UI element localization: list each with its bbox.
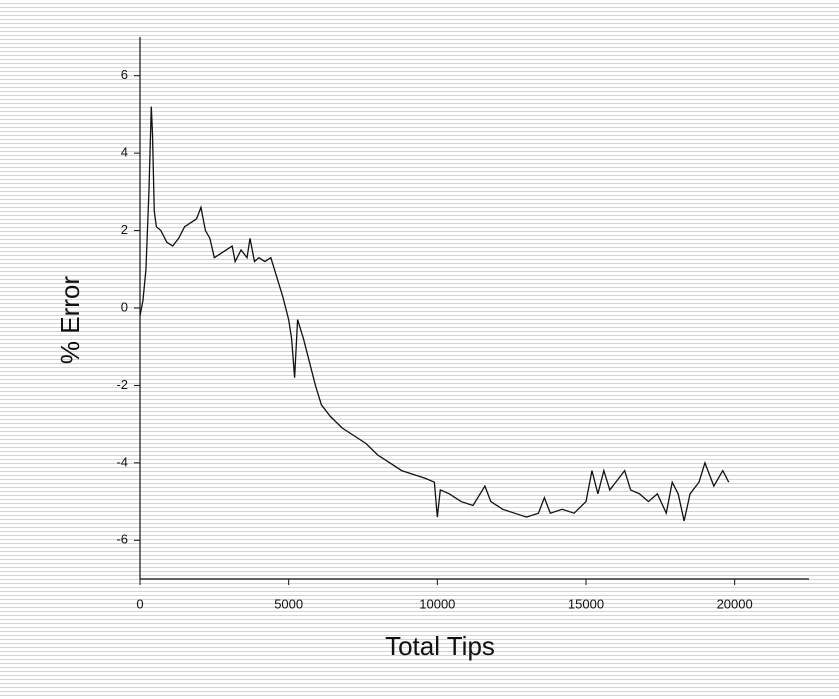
y-axis-label: % Error: [55, 276, 85, 364]
x-tick-label: 15000: [568, 596, 604, 611]
x-tick-label: 0: [136, 596, 143, 611]
y-tick-label: -2: [116, 377, 128, 392]
y-tick-label: -4: [116, 454, 128, 469]
y-tick-label: 4: [121, 145, 128, 160]
y-tick-label: -6: [116, 532, 128, 547]
x-tick-label: 5000: [274, 596, 303, 611]
x-tick-label: 20000: [717, 596, 753, 611]
x-axis-label: Total Tips: [385, 631, 495, 661]
y-tick-label: 6: [121, 67, 128, 82]
data-line: [139, 106, 730, 522]
y-tick-label: 2: [121, 222, 128, 237]
y-tick-label: 0: [121, 299, 128, 314]
x-tick-label: 10000: [419, 596, 455, 611]
